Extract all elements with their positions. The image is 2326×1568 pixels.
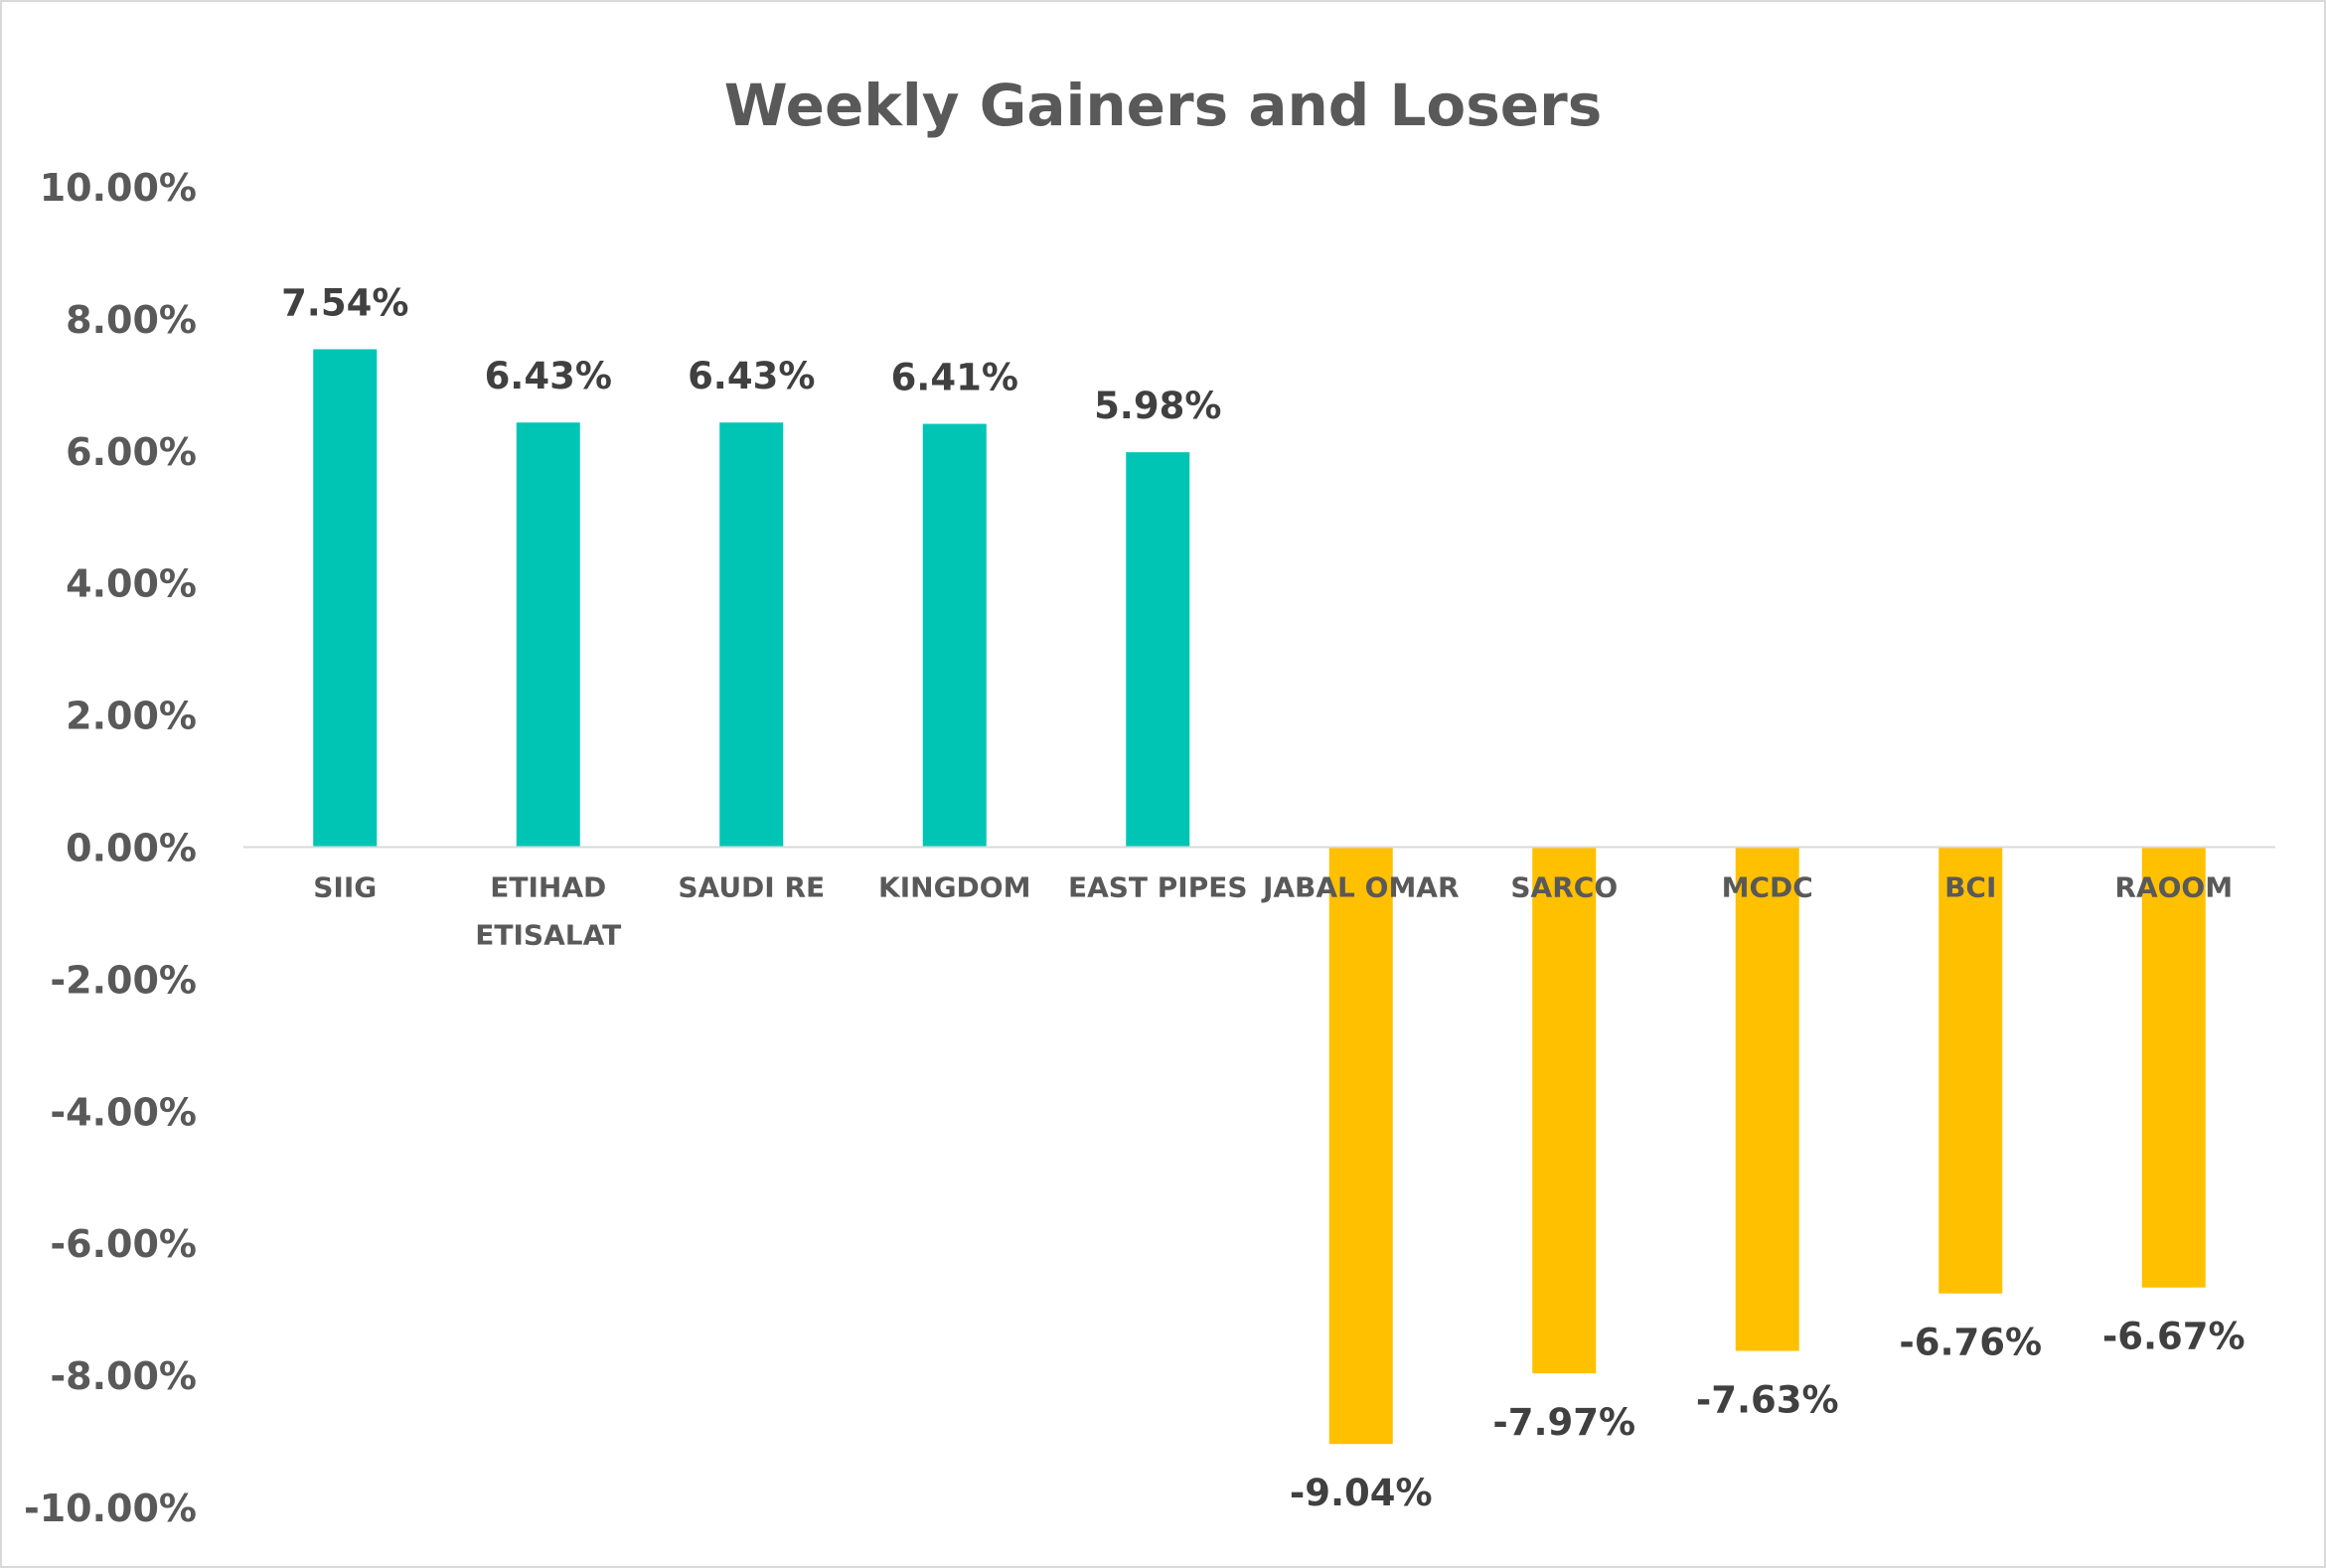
category-label: MCDC [1722,871,1813,904]
bar [1532,847,1597,1374]
y-tick-label: -6.00% [50,1222,197,1266]
category-label: SIIG [313,871,377,904]
bar [1328,847,1393,1445]
bar [2141,847,2206,1288]
y-tick-label: 2.00% [66,695,197,738]
bar [1735,847,1799,1351]
y-tick-label: -4.00% [50,1090,197,1134]
category-label: EAST PIPES [1068,871,1248,904]
data-label: -6.76% [1899,1322,2042,1364]
data-label: 6.43% [485,355,612,397]
category-label: ETISALAT [475,919,621,952]
y-tick-label: 4.00% [66,562,197,606]
category-label: SARCO [1510,871,1618,904]
category-label: KINGDOM [878,871,1030,904]
data-label: -6.67% [2102,1316,2246,1358]
category-label: BCI [1944,871,1996,904]
category-label: JABAL OMAR [1261,871,1460,904]
bar [1938,847,2003,1294]
y-tick-label: 10.00% [40,166,197,210]
bar [922,423,987,848]
y-tick-label: 0.00% [66,827,197,870]
y-tick-label: -2.00% [50,958,197,1002]
category-label: RAOOM [2114,871,2233,904]
bar [516,422,580,848]
data-label: 5.98% [1094,385,1221,427]
data-label: -7.63% [1696,1379,1839,1422]
data-label: -7.97% [1492,1401,1635,1444]
data-label: 7.54% [281,281,408,324]
bar [313,349,378,848]
data-label: -9.04% [1290,1472,1433,1514]
bar [719,422,784,848]
category-label: ETIHAD [490,871,606,904]
chart-title: Weekly Gainers and Losers [723,72,1603,139]
y-tick-label: 6.00% [66,430,197,474]
bar [1126,452,1190,848]
y-tick-label: 8.00% [66,298,197,342]
data-label: 6.43% [688,355,815,397]
category-label: SAUDI RE [678,871,825,904]
data-label: 6.41% [891,357,1018,399]
y-tick-label: -8.00% [50,1354,197,1398]
y-tick-label: -10.00% [24,1487,197,1530]
